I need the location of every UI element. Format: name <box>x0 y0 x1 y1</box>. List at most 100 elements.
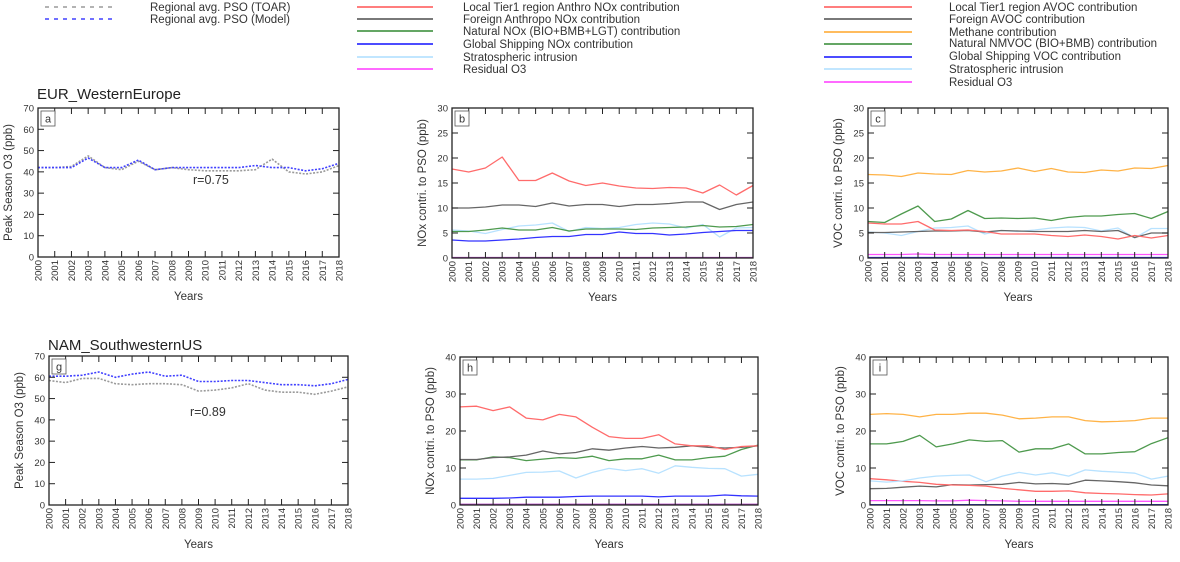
x-tick-label: 2018 <box>754 508 765 529</box>
x-tick-label: 2003 <box>914 261 925 282</box>
panel-b: 2000 2001 2002 2003 2004 2005 2006 2007 2008 2009… <box>417 104 760 305</box>
y-axis-label: NOx contri. to PSO (ppb) <box>417 119 429 247</box>
x-tick-label: 2004 <box>930 261 941 282</box>
x-tick-label: 2009 <box>194 508 205 529</box>
series-line <box>870 434 1169 455</box>
x-tick-label: 2008 <box>998 508 1009 529</box>
x-tick-label: 2010 <box>1031 508 1042 529</box>
panel-letter: a <box>45 114 52 126</box>
x-tick-label: 2004 <box>111 508 122 529</box>
x-tick-label: 2009 <box>598 261 609 282</box>
y-tick-label: 5 <box>443 229 448 240</box>
x-tick-label: 2012 <box>648 261 659 282</box>
x-tick-label: 2015 <box>284 260 295 281</box>
y-tick-label: 0 <box>859 254 864 265</box>
legend-label: Natural NMVOC (BIO+BMB) contribution <box>949 38 1157 50</box>
y-tick-label: 0 <box>443 254 448 265</box>
x-tick-label: 2009 <box>184 260 195 281</box>
x-tick-label: 2007 <box>565 261 576 282</box>
series-line <box>48 377 349 396</box>
panel-letter-box <box>40 110 56 127</box>
y-tick-label: 0 <box>451 501 456 512</box>
y-tick-label: 30 <box>23 189 34 200</box>
panel-h: 2000 2001 2002 2003 2004 2005 2006 2007 2008 2009… <box>425 353 765 552</box>
x-tick-label: 2008 <box>167 260 178 281</box>
plot-frame <box>867 107 1169 259</box>
y-tick-label: 15 <box>437 179 448 190</box>
legend-label: Global Shipping NOx contribution <box>463 39 633 51</box>
x-tick-label: 2011 <box>227 508 238 528</box>
x-tick-label: 2015 <box>1114 508 1125 529</box>
x-tick-label: 2000 <box>45 508 56 529</box>
panel-letter-box <box>872 359 888 376</box>
y-tick-label: 15 <box>853 179 864 190</box>
x-tick-label: 2000 <box>864 261 875 282</box>
legend-label: Global Shipping VOC contribution <box>949 51 1121 63</box>
x-tick-label: 2012 <box>244 508 255 529</box>
x-tick-label: 2002 <box>489 508 500 529</box>
panel-g: NAM_SouthwesternUS 2000 2001 2002 2003 2004 20… <box>14 337 355 551</box>
legend-label: Methane contribution <box>949 27 1056 39</box>
x-tick-label: 2001 <box>464 261 475 282</box>
x-tick-label: 2003 <box>505 508 516 529</box>
legend-nox: Local Tier1 region Anthro NOx contributi… <box>357 2 680 76</box>
x-tick-label: 2013 <box>260 508 271 529</box>
series-line <box>38 155 340 175</box>
x-tick-label: 2012 <box>1064 508 1075 529</box>
x-tick-label: 2003 <box>84 260 95 281</box>
series-line <box>451 229 753 242</box>
x-tick-label: 2014 <box>682 261 693 282</box>
x-axis-label: Years <box>595 539 624 551</box>
series-line <box>451 156 754 196</box>
y-tick-label: 20 <box>855 427 866 438</box>
panel-letter-box <box>462 359 478 376</box>
x-tick-label: 2006 <box>134 260 145 281</box>
y-tick-label: 30 <box>34 437 45 448</box>
x-tick-label: 2004 <box>932 508 943 529</box>
legend-label: Residual O3 <box>949 77 1012 89</box>
x-tick-label: 2010 <box>615 261 626 282</box>
x-tick-label: 2001 <box>882 508 893 529</box>
x-tick-label: 2016 <box>1130 508 1141 529</box>
panel-letter-box <box>51 358 67 375</box>
x-tick-label: 2006 <box>555 508 566 529</box>
plot-frame <box>37 107 340 258</box>
y-tick-label: 5 <box>859 229 864 240</box>
x-tick-label: 2009 <box>1014 261 1025 282</box>
x-tick-label: 2013 <box>665 261 676 282</box>
x-tick-label: 2014 <box>277 508 288 529</box>
y-tick-label: 20 <box>34 458 45 469</box>
legend-label: Residual O3 <box>463 64 526 76</box>
panel-letter: c <box>875 114 881 126</box>
panel-letter: g <box>56 362 62 374</box>
legend-label: Foreign Anthropo NOx contribution <box>463 14 640 26</box>
x-tick-label: 2017 <box>318 260 329 281</box>
y-tick-label: 20 <box>23 210 34 221</box>
x-tick-label: 2011 <box>1047 261 1058 281</box>
x-tick-label: 2008 <box>997 261 1008 282</box>
y-tick-label: 25 <box>853 129 864 140</box>
y-tick-label: 70 <box>34 352 45 363</box>
series-line <box>867 220 1169 240</box>
legend-label: Regional avg. PSO (Model) <box>150 14 290 26</box>
y-tick-label: 50 <box>23 146 34 157</box>
x-tick-label: 2008 <box>581 261 592 282</box>
x-tick-label: 2011 <box>638 508 649 528</box>
x-tick-label: 2011 <box>217 260 228 280</box>
y-tick-label: 50 <box>34 394 45 405</box>
x-tick-label: 2005 <box>117 260 128 281</box>
x-tick-label: 2016 <box>720 508 731 529</box>
x-tick-label: 2002 <box>78 508 89 529</box>
x-tick-label: 2004 <box>100 260 111 281</box>
x-tick-label: 2017 <box>737 508 748 529</box>
panel-letter-box <box>454 110 470 127</box>
x-tick-label: 2011 <box>1048 508 1059 528</box>
x-tick-label: 2016 <box>301 260 312 281</box>
series-line <box>868 229 1168 239</box>
x-tick-label: 2011 <box>631 261 642 281</box>
series-line <box>459 405 759 451</box>
x-tick-label: 2006 <box>548 261 559 282</box>
legend-label: Foreign AVOC contribution <box>949 14 1085 26</box>
y-axis-label: VOC contri. to PSO (ppb) <box>833 118 845 248</box>
x-tick-label: 2017 <box>732 261 743 282</box>
